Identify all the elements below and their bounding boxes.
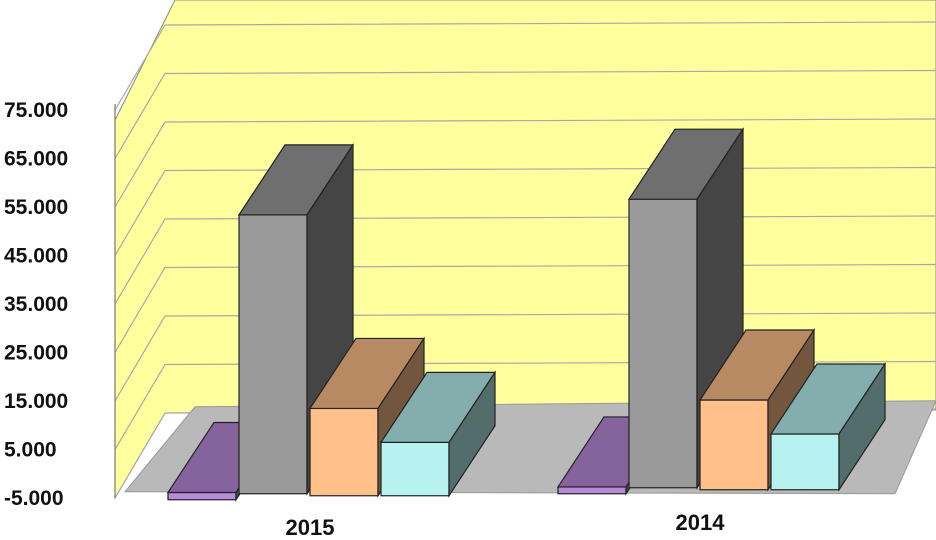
x-category-label: 2014	[676, 510, 726, 535]
bar-front	[699, 399, 769, 491]
y-tick-label: 5.000	[4, 439, 57, 462]
bars	[166, 127, 887, 502]
bar	[237, 142, 355, 496]
bar-side	[838, 361, 886, 492]
y-tick-label: 35.000	[4, 293, 68, 316]
y-tick-label: 15.000	[4, 390, 68, 413]
y-axis-tick-labels: 75.000 65.000 55.000 45.000 35.000 25.000 15.0…	[4, 99, 68, 510]
bar-front	[770, 433, 840, 491]
bar-front	[380, 441, 450, 497]
gridline	[114, 21, 936, 111]
y-tick-label: 65.000	[4, 148, 68, 171]
y-tick-label: 55.000	[4, 196, 68, 219]
bar-front	[309, 407, 379, 497]
x-axis-category-labels: 2015 2014	[286, 510, 726, 540]
bar-side	[448, 370, 496, 498]
bar-front	[238, 214, 308, 495]
bar-front	[167, 491, 237, 501]
y-tick-label: 75.000	[4, 99, 68, 122]
bar-front	[557, 486, 627, 495]
y-tick-label: -5.000	[4, 487, 64, 510]
bar	[769, 361, 887, 492]
y-tick-label: 45.000	[4, 245, 68, 268]
bar-front	[628, 198, 698, 489]
y-tick-label: 25.000	[4, 342, 68, 365]
bar	[379, 370, 497, 498]
x-category-label: 2015	[286, 515, 335, 540]
gridline	[114, 118, 936, 208]
gridline	[114, 69, 936, 159]
